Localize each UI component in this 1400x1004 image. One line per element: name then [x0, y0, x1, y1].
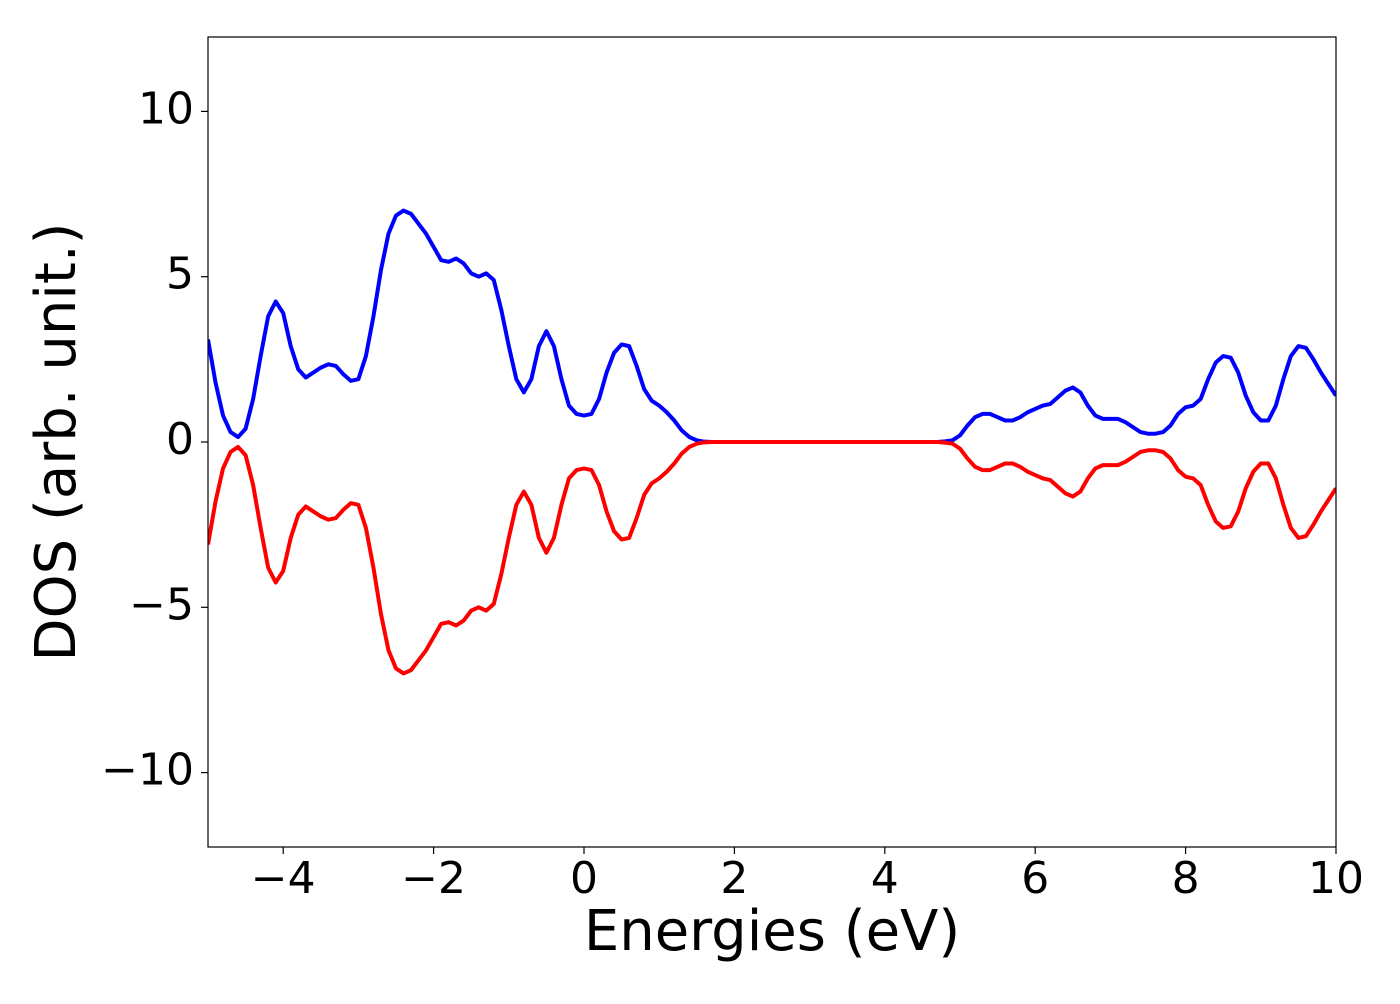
- plot-lines: [208, 208, 1336, 676]
- x-tick-label: 6: [1021, 853, 1049, 904]
- y-tick-label: 0: [166, 414, 194, 465]
- x-tick-label: 2: [720, 853, 748, 904]
- y-tick-label: −5: [129, 579, 194, 630]
- y-tick-label: 5: [166, 249, 194, 300]
- x-axis-label: Energies (eV): [584, 899, 960, 964]
- series-line: [208, 440, 1336, 676]
- y-axis-label: DOS (arb. unit.): [24, 222, 89, 661]
- x-tick-label: 10: [1308, 853, 1364, 904]
- x-tick-label: 4: [871, 853, 899, 904]
- y-tick-label: 10: [138, 83, 194, 134]
- y-tick-label: −10: [101, 745, 194, 796]
- x-tick-label: 8: [1172, 853, 1200, 904]
- x-tick-label: −2: [401, 853, 466, 904]
- x-tick-label: 0: [570, 853, 598, 904]
- series-line: [208, 208, 1336, 444]
- x-tick-label: −4: [251, 853, 316, 904]
